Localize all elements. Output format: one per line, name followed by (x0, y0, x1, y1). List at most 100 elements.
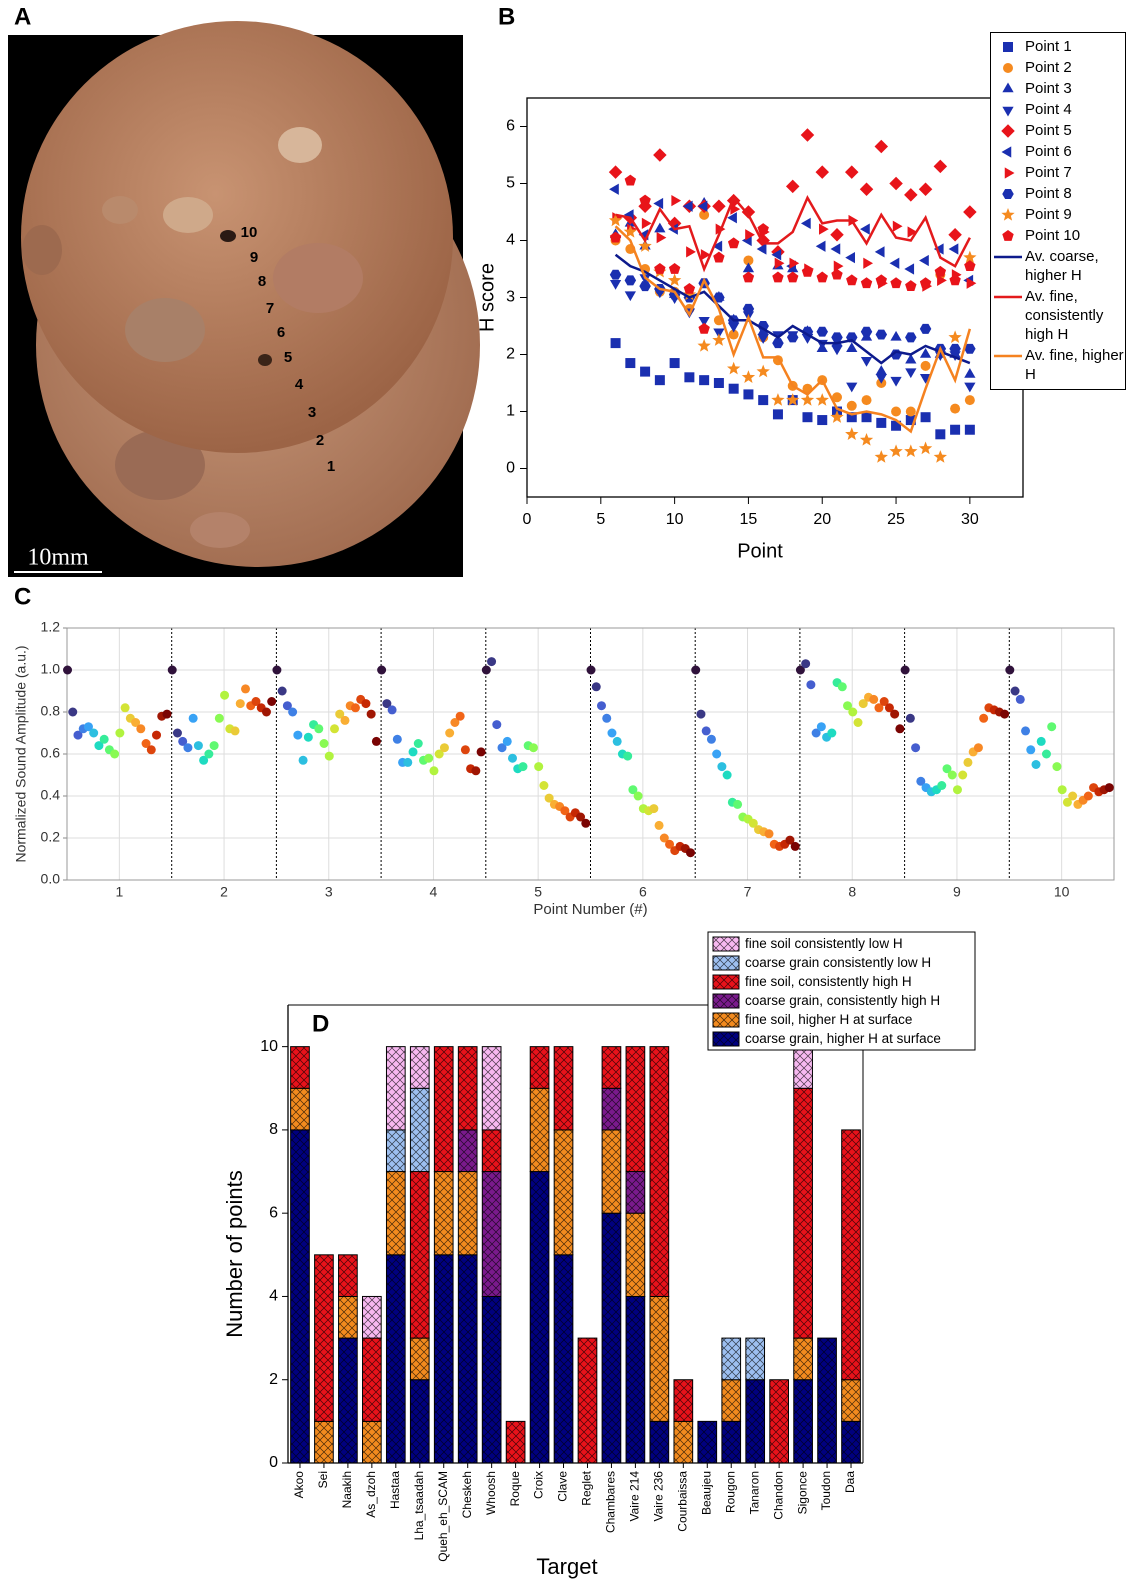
bar-segment (410, 1088, 429, 1171)
marker (817, 415, 827, 425)
marker (816, 241, 826, 252)
rock (163, 197, 213, 233)
x-tick-label: Cheskeh (460, 1471, 474, 1518)
marker (905, 332, 917, 342)
dot (367, 710, 376, 719)
dot (906, 714, 915, 723)
dot (278, 687, 287, 696)
dot (838, 682, 847, 691)
bar-segment (315, 1255, 334, 1422)
marker (771, 393, 784, 406)
bar-segment (722, 1338, 741, 1380)
dot (1058, 785, 1067, 794)
x-tick-label: 9 (953, 884, 961, 900)
marker (890, 258, 900, 269)
marker (921, 412, 931, 422)
bar-segment (410, 1338, 429, 1380)
dot (189, 714, 198, 723)
dot (696, 710, 705, 719)
bar-segment (602, 1088, 621, 1130)
marker (640, 367, 650, 377)
legend-label: Point 3 (1025, 79, 1125, 98)
marker (757, 365, 770, 378)
dot (388, 705, 397, 714)
dot (1052, 762, 1061, 771)
figure: 10mm A B C D 109876543210510152025300123… (0, 0, 1139, 1588)
dot (63, 666, 72, 675)
bar-segment (554, 1255, 573, 1463)
dot (456, 712, 465, 721)
marker (743, 389, 753, 399)
x-tick-label: Chambares (604, 1471, 618, 1533)
bar-segment (554, 1130, 573, 1255)
y-tick-label: 0.6 (41, 745, 61, 761)
marker (964, 383, 975, 393)
marker (876, 330, 888, 340)
bar-segment (650, 1296, 669, 1421)
bar-segment (363, 1296, 382, 1338)
bar-segment (626, 1213, 645, 1296)
legend-label: Point 7 (1025, 163, 1125, 182)
marker (816, 393, 829, 406)
bar-segment (363, 1338, 382, 1421)
marker (863, 258, 873, 269)
marker (758, 395, 768, 405)
marker (639, 281, 651, 291)
legend-icon (991, 184, 1025, 203)
dot (215, 714, 224, 723)
marker (802, 266, 813, 277)
dot (272, 666, 281, 675)
legend-marker (1002, 146, 1012, 157)
marker (653, 148, 667, 162)
dot (1026, 745, 1035, 754)
dot (817, 722, 826, 731)
legend-label: Point 10 (1025, 226, 1125, 245)
x-tick-label: 25 (887, 511, 905, 528)
x-tick-label: Naakih (340, 1471, 354, 1508)
marker (686, 246, 696, 257)
marker (815, 165, 829, 179)
dot (445, 729, 454, 738)
x-axis-title: Target (536, 1554, 597, 1579)
marker (860, 223, 870, 234)
marker (964, 260, 975, 271)
rock (22, 225, 62, 275)
point-label: 8 (258, 273, 266, 290)
marker (831, 243, 841, 254)
legend-icon (991, 100, 1025, 119)
dot (702, 726, 711, 735)
marker (772, 338, 784, 348)
y-tick-label: 6 (269, 1204, 278, 1221)
marker (609, 184, 619, 195)
marker (610, 270, 622, 280)
legend-marker (1002, 107, 1013, 117)
dot (299, 756, 308, 765)
marker (845, 427, 858, 440)
dot (304, 733, 313, 742)
dot (691, 666, 700, 675)
dot (414, 739, 423, 748)
y-tick-label: 5 (506, 175, 515, 192)
bar-segment (554, 1047, 573, 1130)
dot (231, 726, 240, 735)
x-tick-label: Queh_eh_SCAM (436, 1471, 450, 1562)
dot (377, 666, 386, 675)
bar-segment (626, 1172, 645, 1214)
marker (743, 263, 754, 273)
marker (831, 269, 842, 280)
bar-segment (650, 1047, 669, 1297)
bar-segment (602, 1130, 621, 1213)
dot (173, 729, 182, 738)
legend-label: coarse grain, higher H at surface (745, 1031, 941, 1046)
marker (713, 252, 724, 263)
legend-label: Point 4 (1025, 100, 1125, 119)
dot (707, 735, 716, 744)
legend-label: coarse grain, consistently high H (745, 993, 940, 1008)
legend-swatch (713, 956, 739, 970)
legend-icon (991, 205, 1025, 224)
dot (958, 771, 967, 780)
bar-segment (410, 1047, 429, 1089)
bar-segment (458, 1172, 477, 1255)
bar-segment (602, 1047, 621, 1089)
marker (963, 205, 977, 219)
